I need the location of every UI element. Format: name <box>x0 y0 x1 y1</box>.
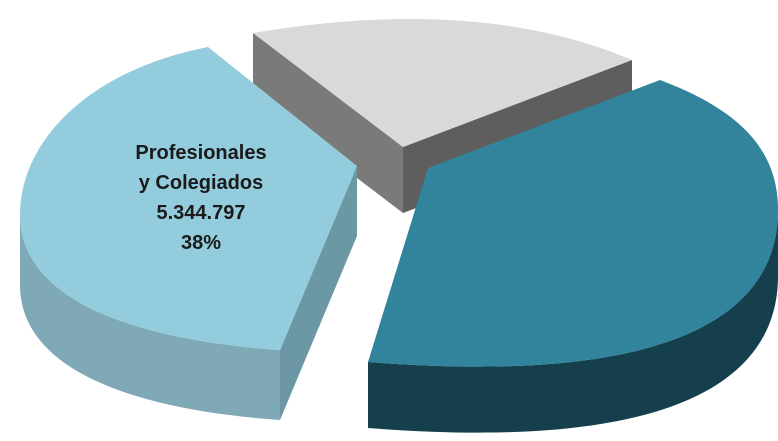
pie-slice-light-blue-side <box>280 166 357 420</box>
pie-slice-light-blue-rim <box>20 215 280 420</box>
slice-label-name-line1: Profesionales <box>135 142 267 164</box>
pie-slice-light-blue-top <box>20 47 357 350</box>
slice-label-name-line2: y Colegiados <box>138 172 264 194</box>
pie-slice-light-blue <box>20 47 357 420</box>
pie-slice-dark-teal <box>368 80 778 433</box>
slice-label-value: 5.344.797 <box>156 202 246 224</box>
slice-label-percent: 38% <box>180 232 222 254</box>
pie-slice-dark-teal-top <box>368 80 778 367</box>
pie-slice-dark-teal-rim <box>368 210 778 433</box>
pie-slice-grey-top <box>253 18 632 147</box>
pie-slice-grey-side <box>253 33 403 213</box>
slice-label-profesionales: Profesionales y Colegiados 5.344.797 38% <box>96 138 306 258</box>
